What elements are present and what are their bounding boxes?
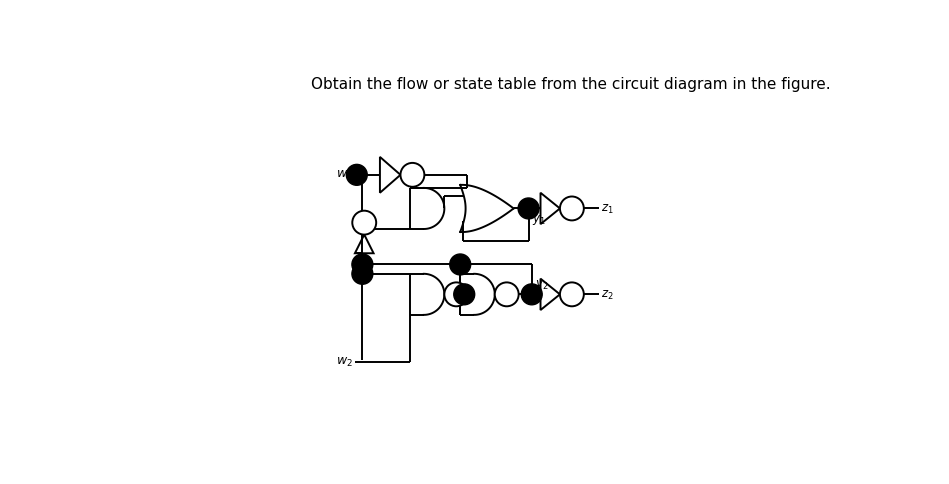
Circle shape xyxy=(454,284,474,305)
Circle shape xyxy=(352,211,376,235)
Circle shape xyxy=(560,283,584,307)
Circle shape xyxy=(560,197,584,221)
Circle shape xyxy=(352,264,373,285)
Circle shape xyxy=(400,164,424,187)
Text: $y_1$: $y_1$ xyxy=(532,213,546,227)
Text: $w_2$: $w_2$ xyxy=(336,355,353,368)
Circle shape xyxy=(521,284,542,305)
Circle shape xyxy=(494,283,519,307)
Circle shape xyxy=(518,198,539,219)
Text: $z_2$: $z_2$ xyxy=(601,288,613,301)
Circle shape xyxy=(346,165,367,186)
Circle shape xyxy=(450,255,471,275)
Text: $w_1$: $w_1$ xyxy=(336,169,353,182)
Circle shape xyxy=(444,283,468,307)
Text: $z_1$: $z_1$ xyxy=(601,202,613,215)
Text: Obtain the flow or state table from the circuit diagram in the figure.: Obtain the flow or state table from the … xyxy=(311,77,830,91)
Circle shape xyxy=(352,255,373,275)
Text: $y_2$: $y_2$ xyxy=(535,277,549,291)
